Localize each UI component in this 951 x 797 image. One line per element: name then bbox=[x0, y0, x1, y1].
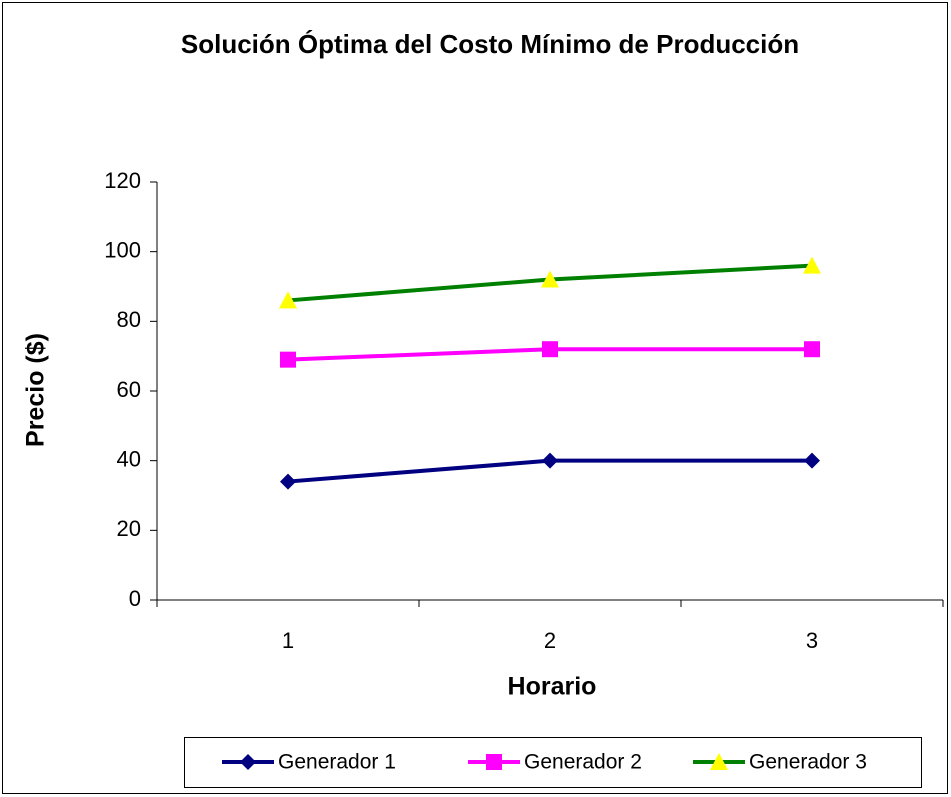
marker bbox=[541, 270, 559, 288]
x-tick-label: 3 bbox=[806, 628, 818, 653]
y-tick-label: 0 bbox=[129, 586, 141, 611]
y-tick-label: 120 bbox=[104, 168, 141, 193]
legend-label: Generador 2 bbox=[524, 751, 642, 774]
x-axis-label: Horario bbox=[508, 673, 597, 701]
y-tick-label: 60 bbox=[117, 377, 141, 402]
y-axis-label: Precio ($) bbox=[22, 333, 50, 447]
marker bbox=[804, 341, 820, 358]
marker bbox=[240, 754, 256, 770]
y-tick-label: 100 bbox=[104, 237, 141, 262]
x-tick-label: 2 bbox=[544, 628, 556, 653]
marker bbox=[542, 341, 558, 358]
legend-label: Generador 1 bbox=[278, 751, 396, 774]
marker bbox=[542, 452, 558, 469]
marker bbox=[279, 291, 297, 309]
marker bbox=[280, 351, 296, 368]
y-tick-label: 80 bbox=[117, 307, 141, 332]
x-tick-label: 1 bbox=[282, 628, 294, 653]
marker bbox=[710, 753, 728, 770]
marker bbox=[486, 754, 502, 770]
legend-label: Generador 3 bbox=[749, 751, 867, 774]
marker bbox=[280, 473, 296, 490]
marker bbox=[804, 452, 820, 469]
legend bbox=[184, 737, 922, 788]
marker bbox=[803, 256, 821, 274]
y-tick-label: 20 bbox=[117, 516, 141, 541]
y-tick-label: 40 bbox=[117, 446, 141, 471]
chart-title: Solución Óptima del Costo Mínimo de Prod… bbox=[180, 29, 800, 59]
